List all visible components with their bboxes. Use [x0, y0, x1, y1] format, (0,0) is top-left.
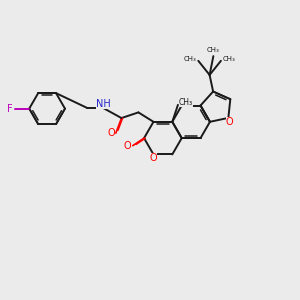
Text: CH₃: CH₃ [184, 56, 197, 62]
Text: O: O [150, 153, 157, 164]
Text: CH₃: CH₃ [179, 98, 193, 107]
Text: F: F [7, 103, 13, 114]
Text: CH₃: CH₃ [207, 47, 220, 53]
Text: CH₃: CH₃ [222, 56, 235, 62]
Text: O: O [107, 128, 115, 138]
Text: O: O [226, 117, 233, 127]
Text: O: O [124, 141, 132, 151]
Text: NH: NH [96, 99, 111, 109]
